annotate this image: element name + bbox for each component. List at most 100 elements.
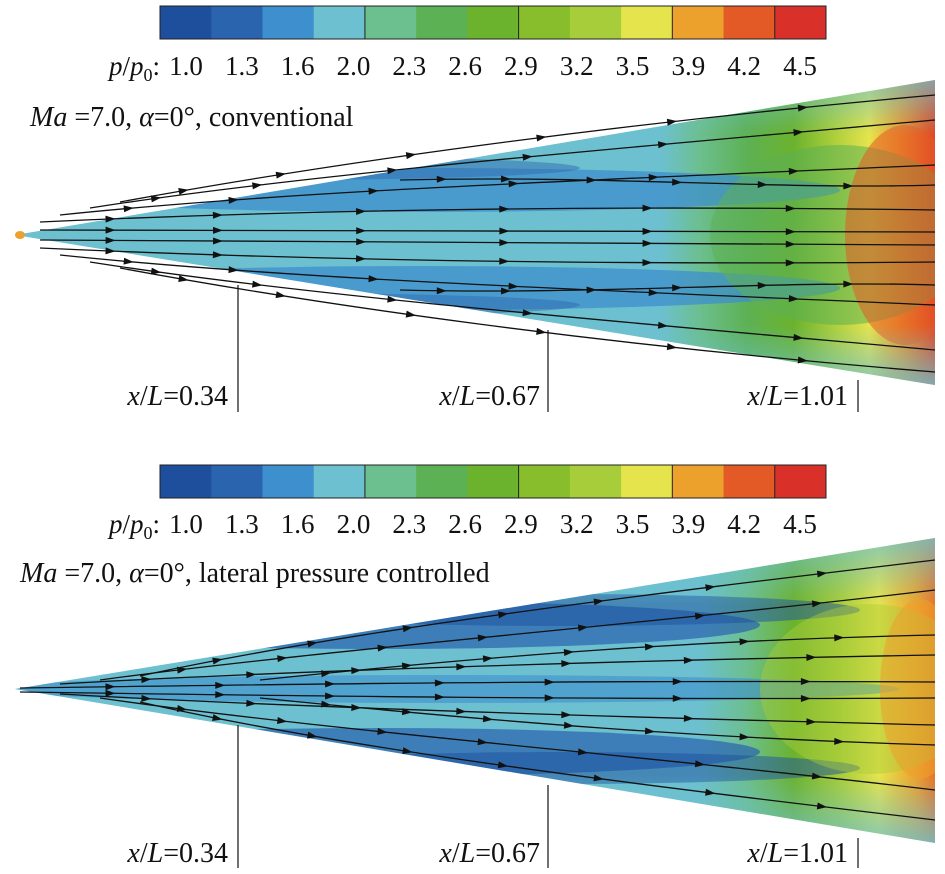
streamline-arrow	[482, 655, 494, 663]
streamline-arrow	[757, 180, 768, 188]
streamline-arrow	[178, 275, 189, 283]
streamline-arrow	[522, 309, 533, 317]
colorbar-swatch	[262, 6, 315, 39]
streamline-arrow	[228, 196, 239, 204]
streamline-arrow	[563, 649, 575, 656]
station-label: x/L=1.01	[746, 381, 848, 412]
streamline-arrow	[434, 693, 445, 701]
streamline-arrow	[586, 176, 597, 184]
streamline-arrow	[387, 167, 398, 175]
streamline-arrow	[657, 141, 669, 149]
streamline-arrow	[806, 654, 817, 662]
streamline-arrow	[377, 727, 388, 735]
streamline-arrow	[307, 640, 318, 648]
streamline-arrow	[642, 204, 653, 212]
colorbar-tick-labels: 1.0 1.3 1.6 2.0 2.3 2.6 2.9 3.2 3.5 3.9 4.2 4.5	[169, 51, 817, 81]
station-label: x/L=1.01	[746, 838, 848, 869]
streamline-arrow	[811, 600, 823, 608]
panel-caption: Ma =7.0, α=0°, conventional	[29, 102, 354, 133]
streamline-arrow	[212, 226, 223, 234]
streamline-arrow	[672, 678, 683, 686]
streamline-arrow	[788, 167, 799, 175]
colorbar-tick-label: 4.5	[783, 51, 817, 81]
station-label: x/L=0.67	[438, 838, 540, 869]
colorbar-tick-label: 3.5	[616, 51, 650, 81]
streamline-arrow	[806, 718, 817, 726]
colorbar-tick-labels: 1.0 1.3 1.6 2.0 2.3 2.6 2.9 3.2 3.5 3.9 4.2 4.5	[169, 509, 817, 539]
streamline-arrow	[739, 733, 750, 741]
streamline-arrow	[508, 282, 519, 290]
streamline-arrow	[105, 683, 116, 691]
streamline-arrow	[642, 239, 653, 247]
streamline-arrow	[321, 700, 332, 708]
streamline-arrow	[522, 153, 533, 161]
colorbar-tick-label: 4.2	[727, 509, 761, 539]
streamline-arrow	[356, 238, 367, 246]
streamline-arrow	[228, 266, 239, 274]
station-label: x/L=0.67	[438, 381, 540, 412]
streamline-arrow	[648, 173, 659, 181]
colorbar-tick-label: 2.3	[392, 51, 426, 81]
streamline-arrow	[246, 699, 257, 707]
colorbar-swatch	[518, 465, 571, 498]
streamline-arrow	[497, 761, 509, 769]
streamline-arrow	[275, 171, 287, 179]
streamline-arrow	[499, 205, 510, 213]
streamline-arrow	[788, 295, 799, 303]
streamline-arrow	[105, 215, 116, 223]
streamline-arrow	[785, 228, 796, 236]
streamline-arrow	[356, 255, 367, 263]
streamline-arrow	[797, 104, 809, 112]
colorbar-swatch	[621, 465, 673, 498]
streamline-arrow	[705, 584, 716, 592]
streamline-arrows	[105, 570, 845, 810]
colorbar-tick-label: 4.5	[783, 509, 817, 539]
colorbar-tick-label: 3.9	[671, 509, 705, 539]
streamline-arrow	[544, 678, 555, 686]
streamline-arrow	[793, 333, 804, 341]
colorbar-swatch	[569, 6, 622, 39]
streamline-arrow	[105, 226, 116, 234]
streamline-arrow	[577, 624, 589, 632]
streamline-arrow	[252, 182, 263, 190]
streamline-arrow	[212, 657, 223, 665]
streamline-arrow	[351, 704, 362, 712]
streamline-arrow	[642, 227, 653, 235]
streamline-arrow	[123, 205, 134, 213]
colorbar-swatch	[313, 465, 366, 498]
colorbar-swatch	[723, 6, 776, 39]
streamline-arrow	[356, 207, 367, 215]
streamline-arrow	[405, 152, 417, 160]
streamline-arrow	[816, 802, 828, 810]
streamline-arrow	[456, 707, 467, 715]
streamline-arrow	[477, 634, 488, 642]
colorbar-tick-label: 3.2	[560, 509, 594, 539]
colorbar-tick-label: 2.6	[448, 51, 482, 81]
colorbar-swatch	[416, 6, 468, 39]
colorbar-swatch	[621, 6, 673, 39]
streamline-arrow	[325, 680, 336, 688]
colorbar-tick-label: 3.2	[560, 51, 594, 81]
streamline-arrow	[586, 286, 597, 294]
streamline-arrow	[499, 239, 510, 247]
streamline-arrow	[368, 187, 379, 195]
streamline-arrow	[843, 182, 854, 190]
panel-lateral-pressure-controlled: p/p0: 1.0 1.3 1.6 2.0 2.3 2.6 2.9 3.2 3.5 3.9 4.2 4…	[15, 464, 936, 869]
panel-conventional: p/p0: 1.0 1.3 1.6 2.0 2.3 2.6 2.9 3.2 3.5 3.9 4.2 4…	[15, 5, 936, 412]
streamline-arrow	[508, 180, 519, 188]
streamline-arrow	[593, 598, 604, 606]
streamline-arrow	[642, 259, 653, 267]
colorbar-frame	[159, 5, 827, 40]
colorbar-swatch	[774, 6, 827, 39]
streamline-arrow	[797, 356, 808, 364]
station-label: x/L=0.34	[126, 838, 228, 869]
streamline-arrow	[843, 280, 854, 288]
streamline-arrow	[536, 327, 547, 335]
colorbar-tick-label: 4.2	[727, 51, 761, 81]
colorbar-tick-label: 2.9	[504, 51, 538, 81]
streamline-arrow	[544, 694, 555, 702]
colorbar-swatch	[364, 6, 417, 39]
streamline-arrow	[402, 747, 413, 755]
streamline-arrow	[105, 236, 116, 244]
streamline-arrow	[672, 284, 683, 292]
